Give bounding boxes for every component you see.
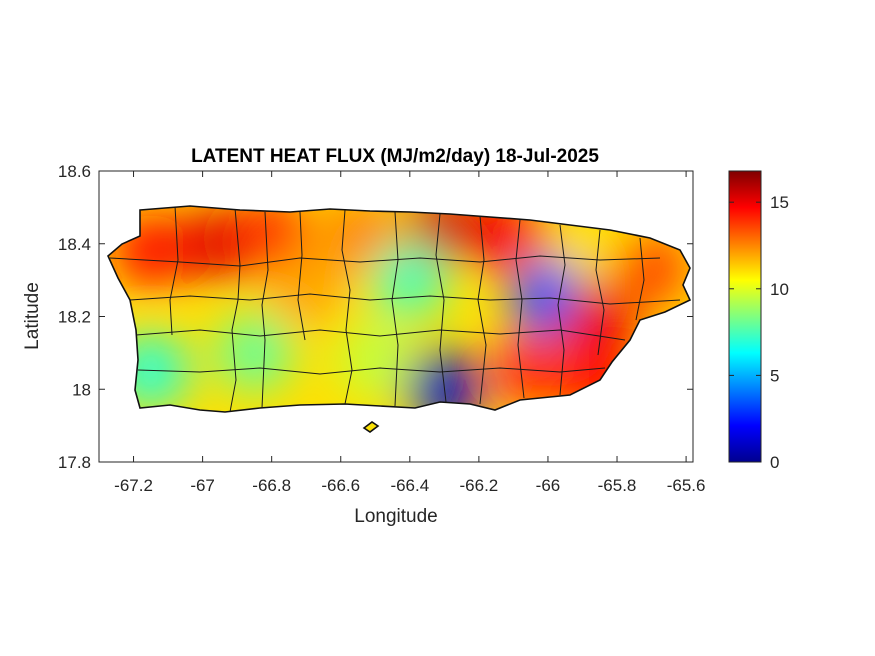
colorbar-tick-label: 5 — [770, 366, 779, 385]
x-axis-label: Longitude — [354, 506, 437, 527]
heat-region — [320, 206, 397, 271]
x-tick-label: -66.4 — [390, 476, 429, 495]
heat-region — [492, 333, 569, 410]
y-tick-label: 18.2 — [58, 308, 91, 327]
x-tick-label: -65.6 — [667, 476, 706, 495]
y-axis-label: Latitude — [22, 282, 43, 350]
colorbar-gradient — [728, 170, 762, 463]
y-tick-label: 17.8 — [58, 453, 91, 472]
heat-region — [216, 314, 293, 391]
x-tick-label: -66 — [536, 476, 561, 495]
heat-region — [613, 231, 690, 308]
x-tick-label: -67 — [190, 476, 215, 495]
island-outline — [107, 205, 692, 433]
colorbar-tick-label: 15 — [770, 193, 789, 212]
heat-region — [337, 322, 414, 399]
y-axis-ticks: 17.8 18 18.2 18.4 18.6 — [58, 162, 693, 472]
colorbar-ticks: 0 5 10 15 — [729, 193, 789, 472]
x-tick-label: -66.2 — [460, 476, 499, 495]
heat-region — [268, 249, 345, 326]
x-tick-label: -66.6 — [321, 476, 360, 495]
heat-region — [561, 285, 638, 362]
y-tick-label: 18.4 — [58, 235, 91, 254]
y-tick-label: 18.6 — [58, 162, 91, 181]
plot-area: -67.2 -67 -66.8 -66.6 -66.4 -66.2 -66 -65.8 -65.… — [58, 162, 706, 495]
heat-region — [371, 242, 448, 319]
x-tick-label: -67.2 — [114, 476, 153, 495]
colorbar-tick-label: 10 — [770, 280, 789, 299]
colorbar: 0 5 10 15 — [728, 170, 789, 472]
municipality-boundaries — [109, 206, 681, 413]
x-tick-label: -65.8 — [598, 476, 637, 495]
chart-title: LATENT HEAT FLUX (MJ/m2/day) 18-Jul-2025 — [191, 146, 599, 167]
y-tick-label: 18 — [72, 380, 91, 399]
x-tick-label: -66.8 — [252, 476, 291, 495]
x-axis-ticks: -67.2 -67 -66.8 -66.6 -66.4 -66.2 -66 -65.8 -65.… — [114, 171, 705, 495]
colorbar-tick-label: 0 — [770, 453, 779, 472]
